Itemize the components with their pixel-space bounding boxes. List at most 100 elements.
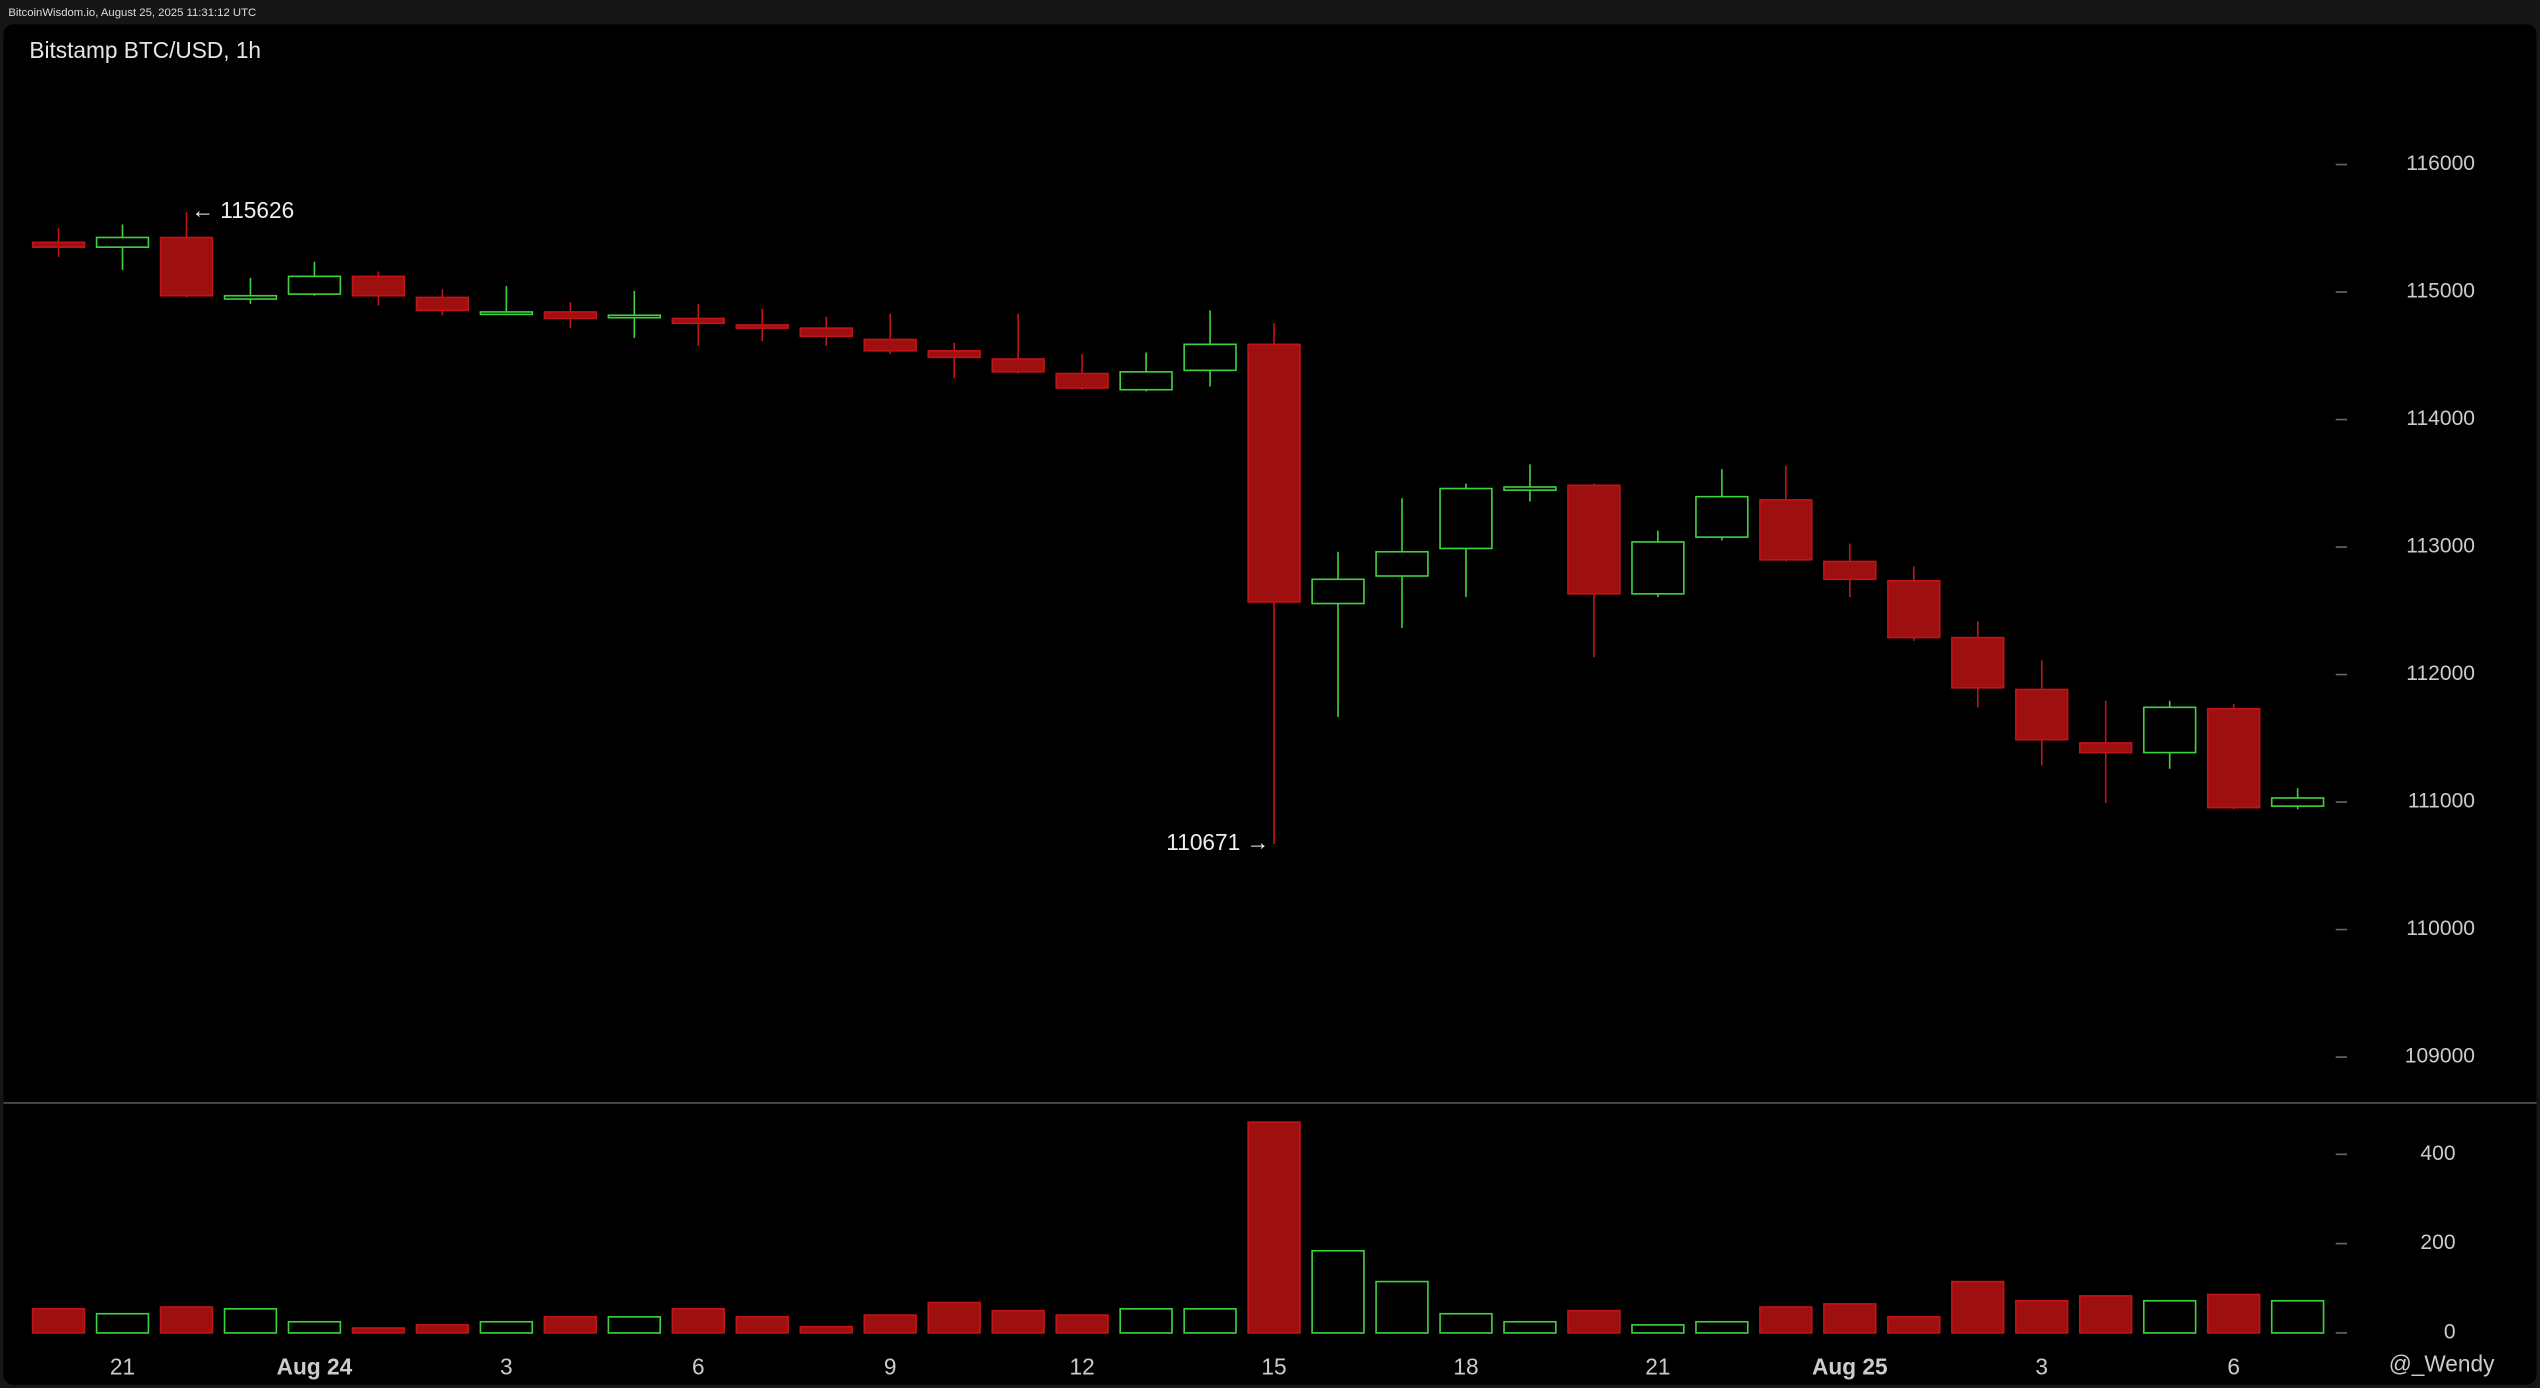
volume-bar <box>415 1324 470 1334</box>
x-tick-label: Aug 24 <box>277 1354 353 1380</box>
candle-body <box>2142 706 2197 754</box>
y-tick-label: 112000 <box>2406 662 2475 685</box>
candle-body <box>1823 560 1877 581</box>
volume-bar <box>735 1316 789 1334</box>
candle-body <box>799 327 853 338</box>
volume-bar <box>287 1320 342 1334</box>
candle-body <box>31 241 86 248</box>
candle-body <box>927 350 981 359</box>
volume-bar <box>2270 1299 2325 1334</box>
volume-bar <box>1311 1249 1365 1334</box>
volume-bar <box>1695 1320 1749 1334</box>
volume-bar <box>1119 1308 1173 1334</box>
x-tick-label: 21 <box>110 1354 135 1380</box>
volume-bar <box>31 1308 86 1334</box>
volume-bar <box>1951 1280 2005 1334</box>
x-tick-label: 6 <box>692 1354 705 1380</box>
volume-bar <box>223 1308 278 1334</box>
chart-area <box>3 24 2537 1385</box>
y2-tick-label: 0 <box>2444 1320 2456 1343</box>
y2-tick-label: 400 <box>2420 1142 2455 1165</box>
volume-bar <box>1503 1320 1557 1334</box>
x-tick-label: 9 <box>884 1354 897 1380</box>
candle-body <box>2015 688 2069 741</box>
volume-bar <box>927 1301 981 1334</box>
low-annotation: 110671 → <box>1166 829 1269 855</box>
volume-bar <box>1887 1316 1941 1334</box>
volume-bar <box>1375 1280 1429 1334</box>
volume-bar <box>1631 1324 1685 1334</box>
volume-bar <box>799 1325 853 1334</box>
volume-bar <box>2206 1293 2261 1334</box>
y-tick-label: 109000 <box>2405 1045 2475 1068</box>
volume-bar <box>1823 1303 1877 1334</box>
candle-body <box>2206 708 2261 809</box>
candle-body <box>1951 636 2005 689</box>
candle-body <box>223 294 278 300</box>
volume-bar <box>2015 1299 2069 1334</box>
y-tick-label: 115000 <box>2406 280 2475 303</box>
y-tick-label: 113000 <box>2406 535 2475 558</box>
candle-body <box>671 317 726 325</box>
watermark: @_Wendy <box>2389 1350 2495 1376</box>
x-tick-label: 15 <box>1261 1354 1286 1380</box>
volume-bar <box>1055 1314 1109 1334</box>
candle-body <box>543 311 598 320</box>
volume-bar <box>671 1308 726 1334</box>
volume-bar <box>607 1316 662 1334</box>
volume-bar <box>1567 1309 1621 1334</box>
candle-body <box>863 338 917 352</box>
y-tick-label: 116000 <box>2406 152 2475 175</box>
candle-body <box>1311 578 1365 605</box>
x-tick-label: 18 <box>1453 1354 1478 1380</box>
y-tick-label: 111000 <box>2408 790 2475 813</box>
candle-body <box>1759 499 1813 561</box>
candle-body <box>2270 797 2325 807</box>
candle-body <box>1439 487 1493 550</box>
candle-body <box>159 236 214 297</box>
candle-body <box>287 275 342 295</box>
candle-body <box>415 296 470 312</box>
candle-body <box>991 358 1045 373</box>
volume-bar <box>2142 1299 2197 1334</box>
x-tick-label: 3 <box>2035 1354 2048 1380</box>
volume-bar <box>543 1316 598 1334</box>
candle-body <box>1567 484 1621 595</box>
x-tick-label: 3 <box>500 1354 513 1380</box>
volume-bar <box>1439 1312 1493 1334</box>
volume-bar <box>1247 1121 1301 1334</box>
candle-body <box>1055 372 1109 389</box>
volume-bar <box>863 1314 917 1334</box>
volume-bar <box>159 1306 214 1334</box>
y-tick-label: 114000 <box>2406 407 2475 430</box>
candle-body <box>1375 550 1429 577</box>
candle-body <box>1183 343 1237 372</box>
volume-bar <box>95 1312 150 1334</box>
y2-tick-label: 200 <box>2420 1231 2455 1254</box>
x-tick-label: 12 <box>1070 1354 1095 1380</box>
volume-bar <box>351 1327 406 1334</box>
candle-body <box>2078 742 2133 754</box>
candle-body <box>479 311 534 316</box>
volume-bar <box>1183 1308 1237 1334</box>
volume-bar <box>479 1320 534 1334</box>
volume-bar <box>2078 1295 2133 1334</box>
candle-body <box>1887 580 1941 639</box>
candle-body <box>1119 371 1173 391</box>
header-text: BitcoinWisdom.io, August 25, 2025 11:31:… <box>8 7 256 19</box>
candle-body <box>351 275 406 297</box>
y-tick-label: 110000 <box>2406 917 2475 940</box>
candle-body <box>95 236 150 248</box>
candle-body <box>1695 495 1749 538</box>
volume-bar <box>991 1309 1045 1334</box>
candle-body <box>1503 486 1557 491</box>
volume-bar <box>1759 1306 1813 1334</box>
chart-title: Bitstamp BTC/USD, 1h <box>29 37 261 63</box>
x-tick-label: Aug 25 <box>1812 1354 1888 1380</box>
x-tick-label: 6 <box>2227 1354 2240 1380</box>
candle-body <box>607 314 662 319</box>
candle-body <box>735 324 789 329</box>
candle-body <box>1247 343 1301 603</box>
